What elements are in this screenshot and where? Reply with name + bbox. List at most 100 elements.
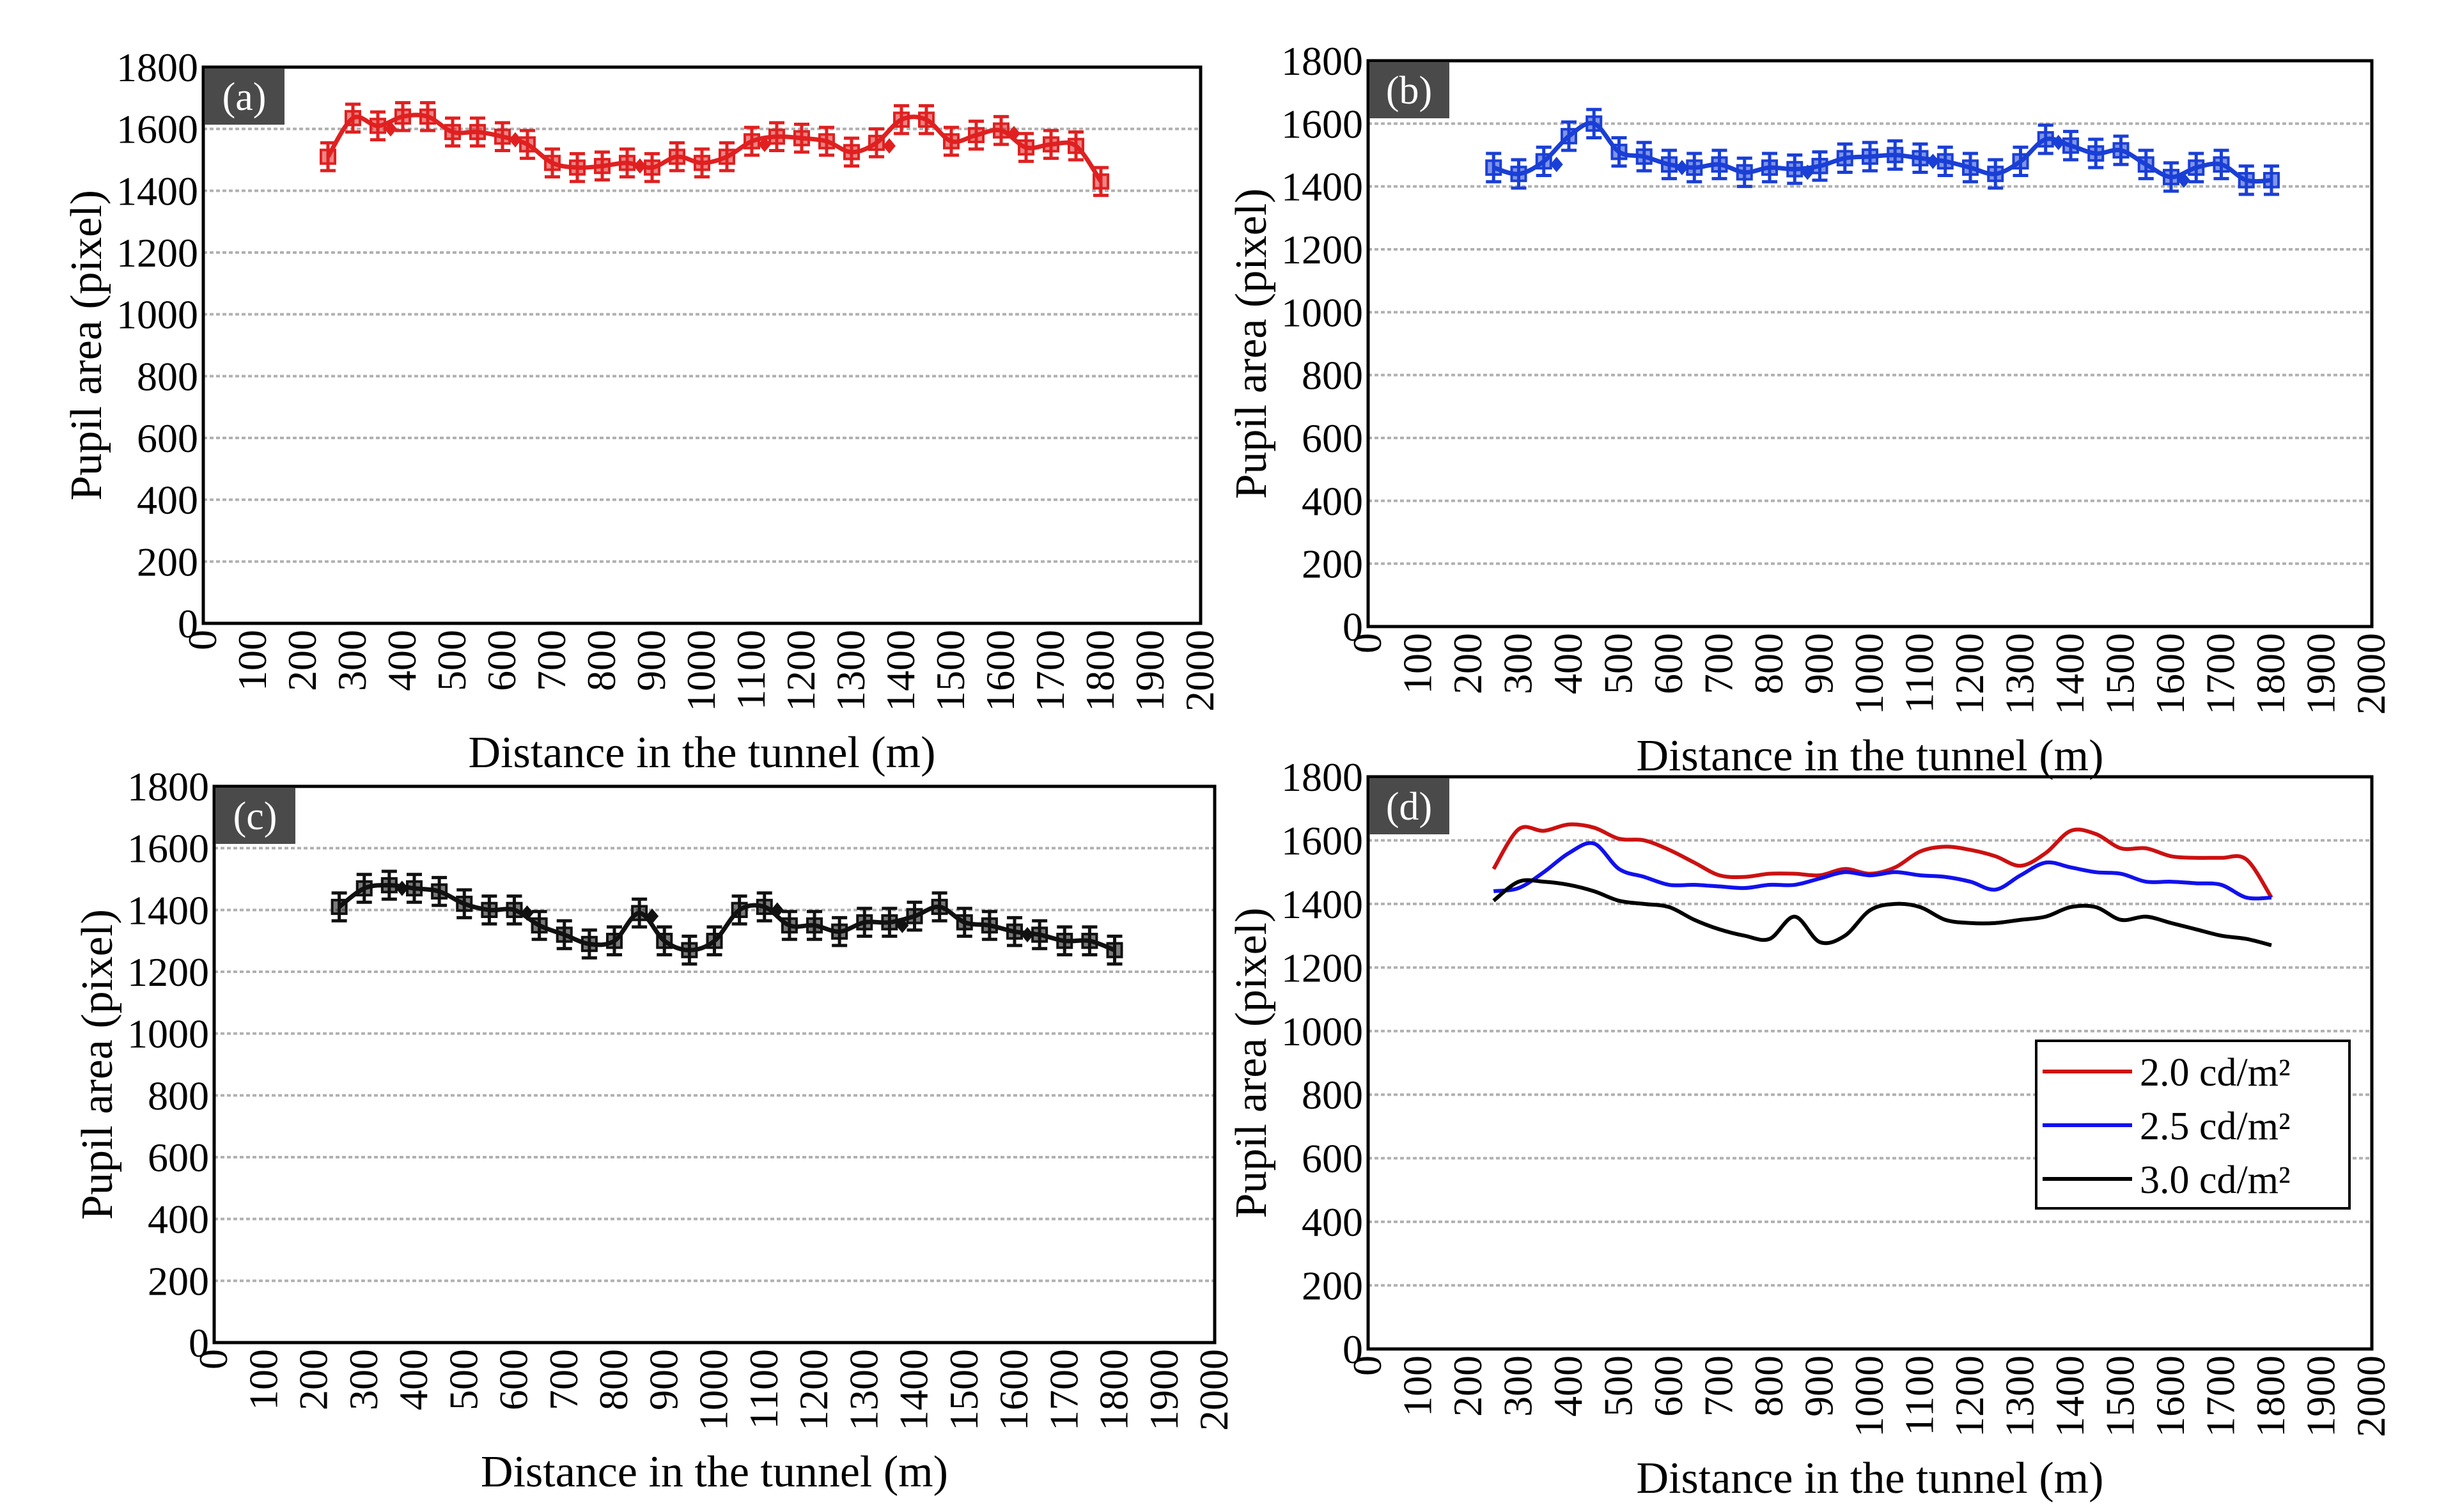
legend-label: 2.5 cd/m² xyxy=(2140,1105,2291,1148)
x-tick-label: 2000 xyxy=(1177,630,1222,712)
x-tick-label: 100 xyxy=(1395,1355,1440,1417)
x-tick-label: 500 xyxy=(1596,1355,1641,1417)
legend: 2.0 cd/m² 2.5 cd/m² 3.0 cd/m² xyxy=(2035,1040,2351,1210)
x-tick-label: 1200 xyxy=(791,1349,836,1431)
x-tick-label: 1500 xyxy=(941,1349,986,1431)
y-tick-label: 1200 xyxy=(116,230,198,276)
plot-frame xyxy=(201,65,1203,625)
x-tick-label: 1400 xyxy=(891,1349,937,1431)
x-tick-label: 1800 xyxy=(1091,1349,1137,1431)
outlier-point xyxy=(1008,125,1020,141)
svg-text:(d): (d) xyxy=(1386,785,1432,829)
y-tick-label: 0 xyxy=(189,1320,209,1366)
outlier-point xyxy=(384,121,397,137)
y-tick-label: 1600 xyxy=(116,107,198,152)
x-tick-label: 200 xyxy=(1445,1355,1490,1417)
y-tick-label: 400 xyxy=(1302,1199,1363,1245)
y-tick-label: 800 xyxy=(1302,353,1363,398)
svg-text:(b): (b) xyxy=(1386,69,1432,113)
x-tick-label: 1400 xyxy=(878,630,923,712)
x-tick-label: 300 xyxy=(1495,1355,1541,1417)
y-tick-label: 200 xyxy=(148,1258,209,1304)
x-tick-label: 1300 xyxy=(1997,1355,2043,1437)
x-tick-label: 1800 xyxy=(1077,630,1123,712)
x-tick-label: 1800 xyxy=(2248,1355,2293,1437)
x-tick-label: 200 xyxy=(1445,633,1490,694)
x-tick-label: 1100 xyxy=(1897,1355,1942,1436)
x-tick-label: 1600 xyxy=(2147,633,2193,715)
y-tick-label: 1200 xyxy=(1281,945,1363,990)
y-tick-label: 1200 xyxy=(1281,227,1363,272)
x-tick-label: 1400 xyxy=(2047,633,2092,715)
y-tick-label: 1400 xyxy=(1281,164,1363,210)
plot-frame xyxy=(212,784,1217,1344)
outlier-point xyxy=(883,138,896,154)
box-1800 xyxy=(1106,934,1123,966)
x-tick-label: 1900 xyxy=(1141,1349,1187,1431)
legend-label: 3.0 cd/m² xyxy=(2140,1158,2291,1202)
x-tick-label: 1700 xyxy=(1027,630,1073,712)
outlier-point xyxy=(2177,172,2190,188)
x-tick-label: 1500 xyxy=(2098,633,2143,715)
x-tick-label: 1000 xyxy=(1846,1355,1892,1437)
y-tick-label: 1800 xyxy=(1281,754,1363,800)
y-tick-label: 400 xyxy=(148,1197,209,1242)
y-tick-label: 1600 xyxy=(127,826,209,871)
x-tick-label: 600 xyxy=(1646,1355,1691,1417)
x-tick-label: 600 xyxy=(479,630,524,691)
x-tick-label: 2000 xyxy=(2348,1355,2394,1437)
x-tick-label: 500 xyxy=(1596,633,1641,694)
x-tick-label: 800 xyxy=(579,630,624,691)
x-tick-label: 1300 xyxy=(1997,633,2043,715)
y-tick-label: 1400 xyxy=(116,168,198,214)
x-tick-label: 700 xyxy=(529,630,574,691)
y-tick-label: 1800 xyxy=(127,764,209,809)
x-tick-label: 1600 xyxy=(2147,1355,2193,1437)
y-tick-label: 200 xyxy=(1302,542,1363,587)
x-tick-label: 2000 xyxy=(1191,1349,1236,1431)
x-tick-label: 0 xyxy=(180,630,225,650)
y-tick-label: 600 xyxy=(137,416,198,461)
x-tick-label: 900 xyxy=(641,1349,686,1410)
x-tick-label: 0 xyxy=(1344,633,1390,653)
x-tick-label: 2000 xyxy=(2348,633,2394,715)
x-tick-label: 0 xyxy=(1344,1355,1390,1376)
x-tick-label: 400 xyxy=(1545,1355,1591,1417)
x-tick-label: 1000 xyxy=(678,630,724,712)
x-tick-label: 500 xyxy=(440,1349,486,1410)
x-tick-label: 1100 xyxy=(1897,633,1942,713)
outlier-point xyxy=(770,902,784,918)
svg-text:(c): (c) xyxy=(233,795,277,838)
x-tick-label: 100 xyxy=(1395,633,1440,694)
panel-tag: (c) xyxy=(215,788,295,844)
y-tick-label: 1000 xyxy=(1281,1009,1363,1054)
x-tick-label: 900 xyxy=(1796,1355,1842,1417)
outlier-point xyxy=(758,136,771,152)
x-tick-label: 300 xyxy=(341,1349,386,1410)
outlier-point xyxy=(634,158,646,174)
series-line-2 xyxy=(1493,841,2272,901)
panel-tag: (b) xyxy=(1369,62,1449,118)
x-tick-label: 1000 xyxy=(1846,633,1892,715)
x-axis-title: Distance in the tunnel (m) xyxy=(1637,731,2104,781)
outlier-point xyxy=(1676,160,1688,176)
x-tick-label: 800 xyxy=(1746,1355,1791,1417)
y-tick-label: 600 xyxy=(148,1135,209,1180)
y-tick-label: 1400 xyxy=(1281,882,1363,927)
plot-frame xyxy=(1366,775,2374,1351)
y-tick-label: 1400 xyxy=(127,887,209,933)
x-tick-label: 400 xyxy=(391,1349,436,1410)
y-tick-label: 600 xyxy=(1302,1136,1363,1181)
x-tick-label: 900 xyxy=(628,630,674,691)
y-axis-title: Pupil area (pixel) xyxy=(1227,908,1276,1219)
x-tick-label: 1400 xyxy=(2047,1355,2092,1437)
x-tick-label: 1900 xyxy=(2298,1355,2344,1437)
y-axis-title: Pupil area (pixel) xyxy=(1227,189,1276,499)
y-tick-label: 1600 xyxy=(1281,101,1363,146)
outlier-point xyxy=(1550,157,1563,173)
x-tick-label: 1900 xyxy=(2298,633,2344,715)
